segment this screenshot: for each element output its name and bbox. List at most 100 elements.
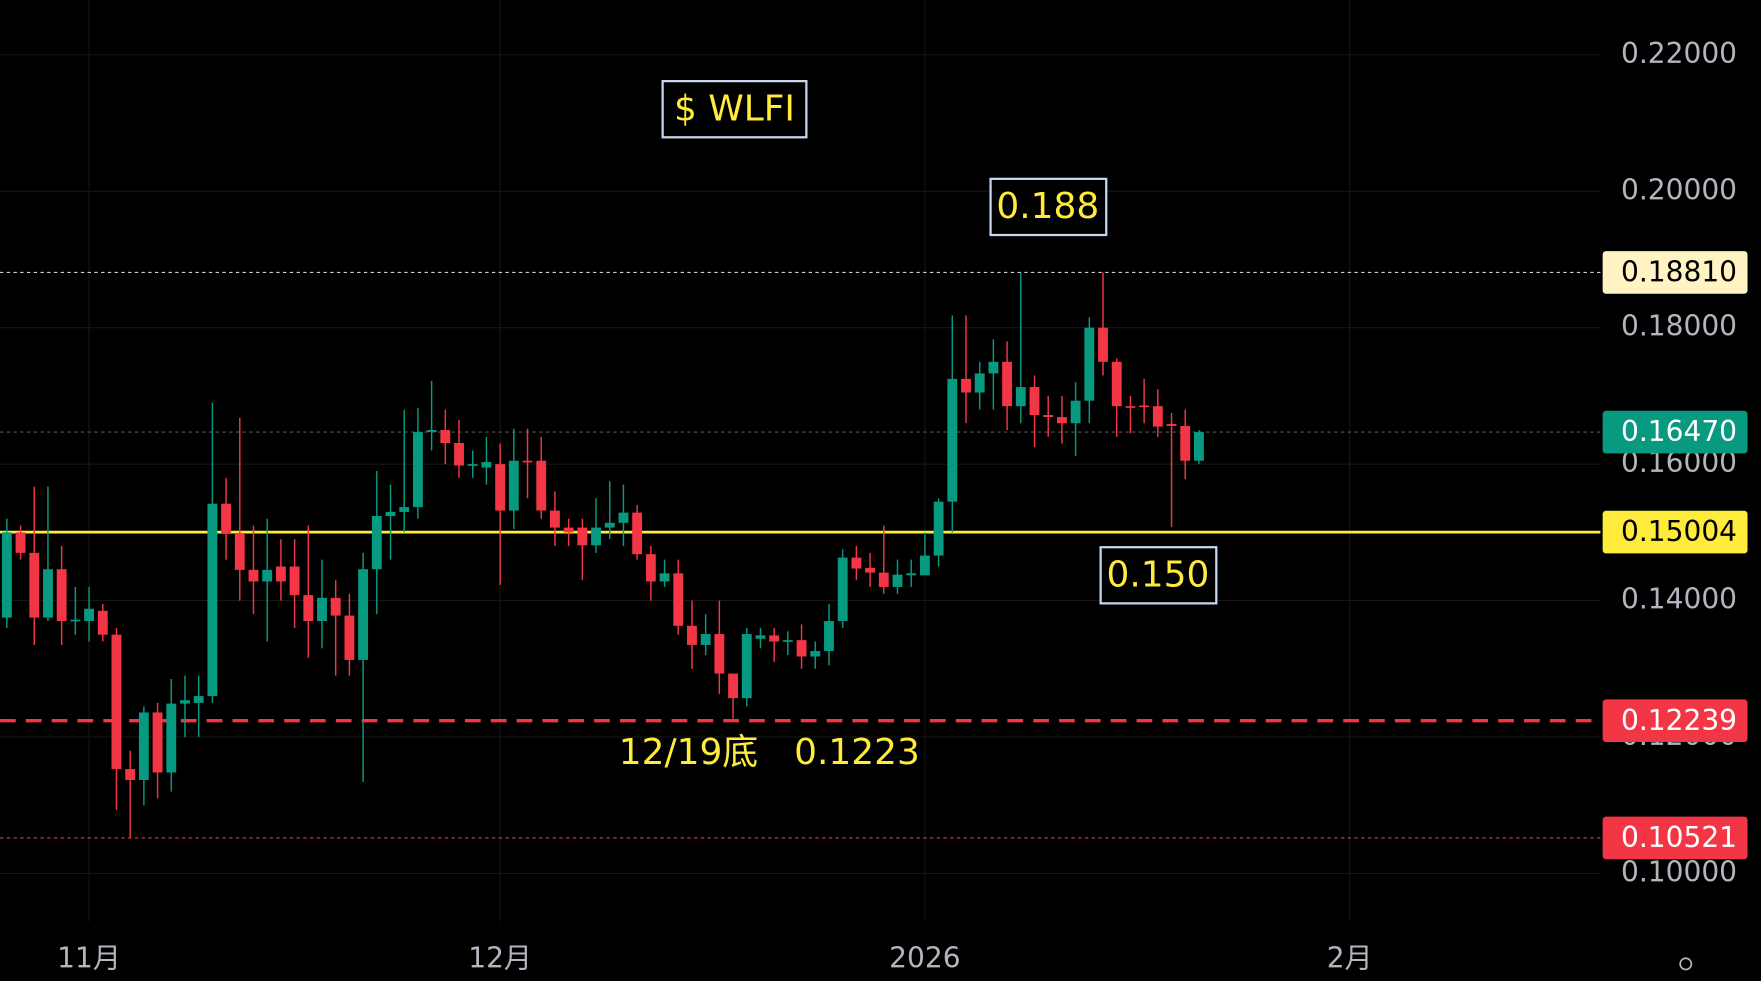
x-tick-label: 2月 — [1327, 941, 1373, 974]
annotation-box — [1099, 546, 1218, 605]
candle-body — [577, 527, 588, 546]
candle-body — [330, 597, 341, 616]
axes: 0.100000.120000.140000.160000.180000.200… — [57, 37, 1748, 974]
annotation-box — [661, 80, 808, 139]
price-level-label: 0.10521 — [1621, 821, 1737, 854]
candle-body — [84, 608, 94, 622]
candle-body — [673, 573, 684, 626]
candle-body — [837, 557, 848, 622]
candle-body — [166, 703, 177, 773]
candle-body — [495, 464, 506, 511]
candle-body — [933, 501, 944, 556]
candle-body — [536, 460, 547, 511]
candle-body — [1084, 327, 1095, 401]
price-level-label: 0.16470 — [1621, 415, 1737, 448]
candle-body — [741, 634, 752, 699]
candle-body — [248, 569, 259, 582]
candle-body — [29, 552, 40, 618]
candle-body — [700, 634, 711, 645]
candle-body — [152, 712, 163, 773]
candle-body — [193, 696, 204, 703]
candle-body — [1002, 361, 1013, 407]
candle-body — [303, 595, 314, 622]
x-tick-label: 11月 — [57, 941, 121, 974]
candle-body — [618, 512, 629, 523]
candle-body — [1125, 406, 1136, 408]
candle-body — [755, 635, 766, 639]
y-tick-label: 0.20000 — [1621, 173, 1737, 206]
candle-body — [1166, 423, 1177, 426]
candle-body — [714, 634, 725, 674]
price-level-tag — [1602, 816, 1748, 860]
candle-body — [125, 769, 136, 780]
candle-body — [782, 640, 793, 642]
candles — [1, 272, 1204, 838]
candle-body — [56, 569, 67, 622]
price-level-label: 0.18810 — [1621, 256, 1737, 289]
candle-body — [275, 566, 286, 582]
price-level-tag — [1602, 510, 1748, 554]
candle-body — [919, 555, 930, 576]
candle-body — [440, 430, 451, 444]
candle-body — [796, 640, 807, 657]
annotation: 12/19底 0.1223 — [619, 732, 920, 773]
candle-body — [988, 361, 999, 374]
candle-body — [810, 651, 821, 657]
candle-body — [769, 635, 780, 642]
candle-body — [454, 443, 464, 466]
candle-body — [604, 522, 615, 528]
candle-body — [1193, 432, 1204, 461]
candle-body — [1152, 406, 1163, 427]
candle-body — [180, 700, 190, 704]
price-level-tag — [1602, 251, 1748, 294]
candle-body — [824, 621, 834, 652]
candle-body — [70, 619, 81, 622]
candle-body — [1098, 327, 1108, 362]
candle-body — [467, 464, 478, 466]
candle-body — [481, 462, 492, 468]
candle-body — [851, 557, 862, 569]
candle-body — [1111, 361, 1122, 407]
candle-body — [262, 569, 273, 582]
candle-body — [645, 554, 656, 582]
candle-body — [591, 527, 601, 546]
settings-icon[interactable] — [1679, 957, 1693, 971]
candle-body — [111, 634, 122, 770]
candle-body — [138, 712, 149, 780]
price-level-label: 0.12239 — [1621, 704, 1737, 737]
candle-body — [563, 527, 574, 533]
candle-body — [289, 566, 300, 596]
candle-body — [632, 512, 643, 555]
candle-body — [15, 532, 26, 553]
candle-body — [961, 378, 971, 393]
annotation: $ WLFI — [674, 88, 795, 129]
candle-body — [1180, 425, 1191, 461]
candle-body — [508, 460, 519, 511]
y-tick-label: 0.14000 — [1621, 583, 1737, 616]
candle-body — [43, 569, 53, 618]
annotation: 0.150 — [1106, 554, 1209, 595]
price-level-tag — [1602, 699, 1748, 743]
price-level-label: 0.15004 — [1621, 515, 1737, 548]
candle-body — [97, 610, 108, 635]
candle-body — [728, 673, 738, 699]
candle-body — [1, 532, 12, 618]
candle-body — [947, 378, 958, 502]
candle-body — [1056, 417, 1067, 424]
annotations: $ WLFI 0.188 0.150 12/19底 0.1223 — [619, 80, 1218, 773]
candle-body — [659, 573, 670, 582]
candle-body — [522, 460, 533, 463]
candle-body — [865, 567, 876, 573]
y-tick-label: 0.22000 — [1621, 37, 1737, 70]
candle-body — [344, 615, 355, 660]
candle-body — [385, 511, 396, 516]
y-tick-label: 0.10000 — [1621, 855, 1737, 888]
candle-body — [207, 503, 218, 697]
annotation: 0.188 — [996, 186, 1099, 227]
candle-body — [974, 373, 985, 393]
y-tick-label: 0.18000 — [1621, 310, 1737, 343]
candle-body — [550, 510, 560, 528]
candle-body — [906, 573, 917, 576]
candle-body — [221, 503, 232, 534]
